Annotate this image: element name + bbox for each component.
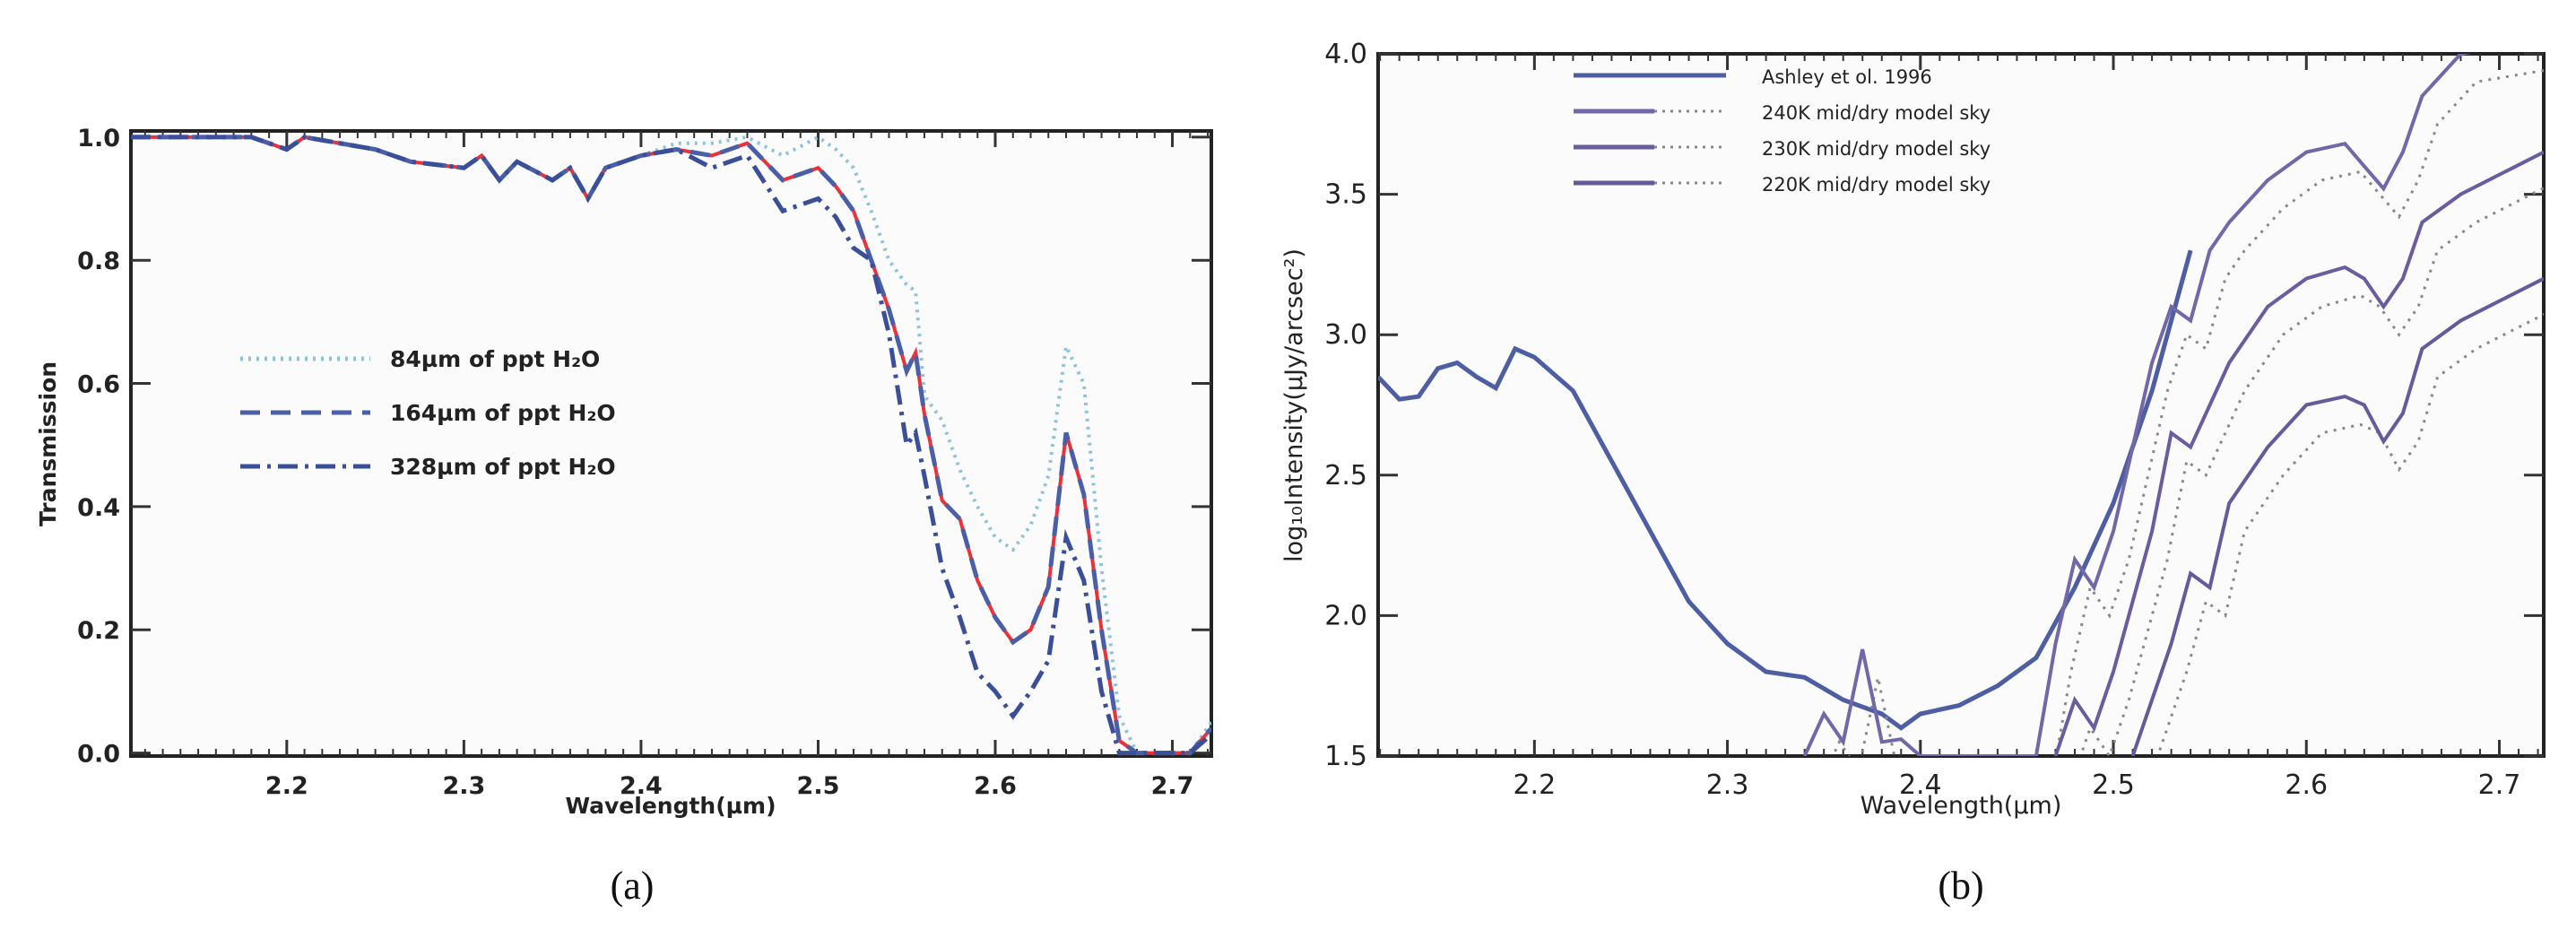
panel-label-a: (a): [611, 864, 655, 908]
legend-label: 220K mid/dry model sky: [1762, 174, 1991, 196]
x-axis-label-b: Wavelength(µm): [1860, 792, 2062, 820]
x-tick-label: 2.4: [1899, 769, 1942, 801]
x-tick-label: 2.5: [797, 772, 840, 800]
y-tick-label: 0.0: [77, 741, 120, 769]
x-axis-label-a: Wavelength(µm): [565, 793, 776, 819]
series-line: [1802, 54, 2472, 756]
series-line-model-dotted: [2155, 312, 2544, 756]
x-tick-label: 2.2: [265, 772, 308, 800]
legend-label: 164µm of ppt H₂O: [390, 400, 616, 426]
legend-label: 84µm of ppt H₂O: [390, 346, 600, 372]
y-tick-label: 0.2: [77, 617, 120, 645]
y-tick-label: 1.0: [77, 125, 120, 152]
x-tick-label: 2.6: [2285, 769, 2328, 801]
y-tick-label: 3.0: [1324, 319, 1367, 351]
legend-label: 230K mid/dry model sky: [1762, 138, 1991, 160]
legend-label: 328µm of ppt H₂O: [390, 454, 616, 480]
x-tick-label: 2.3: [1706, 769, 1749, 801]
x-tick-label: 2.5: [2092, 769, 2135, 801]
y-tick-label: 0.6: [77, 371, 120, 399]
series-line-model-dotted: [2078, 186, 2544, 756]
plot-frame-b: [1376, 52, 2546, 758]
panel-label-b: (b): [1938, 864, 1983, 908]
y-tick-label: 0.4: [77, 494, 120, 522]
plot-frame-a: [129, 129, 1213, 758]
series-line: [131, 135, 1211, 755]
x-tick-label: 2.7: [1151, 772, 1194, 800]
panel-b-intensity-chart: 2.2 2.3 2.4 2.5 2.6 2.7 1.5 2.0 2.5 3.0 3.5 4.0 Ashl…: [1280, 39, 2546, 908]
y-tick-label: 2.5: [1324, 460, 1367, 491]
series-line: [2053, 150, 2544, 756]
series-line: [131, 135, 1211, 756]
x-tick-label: 2.6: [974, 772, 1017, 800]
y-axis-label-b: log₁₀Intensity(µJy/arcsec²): [1280, 248, 1308, 562]
y-tick-label: 2.0: [1324, 600, 1367, 631]
x-tick-label: 2.2: [1513, 769, 1556, 801]
y-tick-label: 1.5: [1324, 741, 1367, 772]
y-tick-label: 0.8: [77, 248, 120, 275]
series-line: [2130, 276, 2544, 756]
series-line: [1378, 249, 2193, 731]
x-tick-label: 2.7: [2478, 769, 2521, 801]
legend-label: Ashley et ol. 1996: [1762, 66, 1932, 88]
y-tick-label: 4.0: [1324, 39, 1367, 70]
panel-a-transmission-chart: 2.2 2.3 2.4 2.5 2.6 2.7 0.0 0.2 0.4 0.6 0.8 1.0 84µm…: [35, 125, 1213, 908]
y-tick-label: 3.5: [1324, 179, 1367, 211]
legend-label: 240K mid/dry model sky: [1762, 102, 1991, 124]
y-axis-label-a: Transmission: [35, 361, 61, 526]
x-tick-label: 2.4: [620, 772, 663, 800]
x-tick-label: 2.3: [442, 772, 485, 800]
